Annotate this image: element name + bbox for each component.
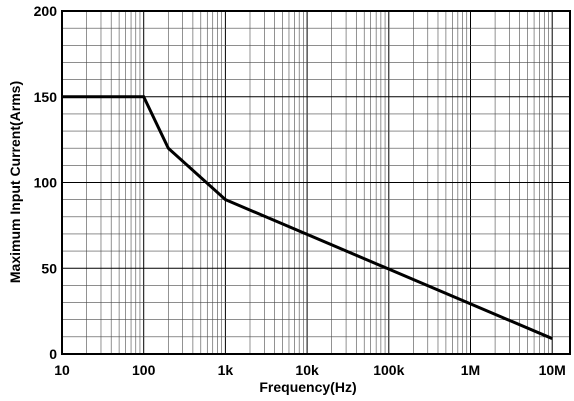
x-tick-label: 100k bbox=[373, 362, 404, 378]
y-tick-label: 50 bbox=[41, 260, 57, 276]
x-tick-label: 1k bbox=[218, 362, 234, 378]
grid bbox=[61, 10, 570, 355]
x-tick-label: 10M bbox=[539, 362, 566, 378]
plot-border bbox=[61, 10, 571, 355]
series-line-1 bbox=[62, 95, 553, 340]
x-tick-labels: 10 100 1k 10k 100k 1M 10M bbox=[54, 362, 566, 378]
series-layer bbox=[62, 95, 553, 340]
y-tick-label: 0 bbox=[49, 346, 57, 362]
x-axis-title: Frequency(Hz) bbox=[259, 379, 356, 395]
x-tick-label: 1M bbox=[461, 362, 480, 378]
x-tick-label: 10 bbox=[54, 362, 70, 378]
y-tick-label: 150 bbox=[34, 89, 58, 105]
x-tick-label: 10k bbox=[295, 362, 319, 378]
y-tick-label: 200 bbox=[34, 3, 58, 19]
y-tick-label: 100 bbox=[34, 175, 58, 191]
plot-frame bbox=[61, 10, 571, 355]
y-axis-title: Maximum Input Current(Arms) bbox=[7, 81, 23, 283]
x-tick-label: 100 bbox=[132, 362, 156, 378]
y-tick-labels: 0 50 100 150 200 bbox=[34, 3, 58, 362]
